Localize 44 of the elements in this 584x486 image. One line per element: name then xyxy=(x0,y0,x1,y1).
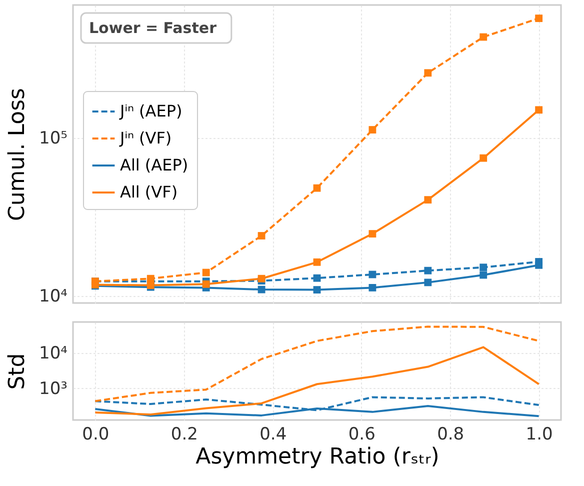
y-tick-label: 10³ xyxy=(39,378,68,399)
x-axis-title: Asymmetry Ratio (rₛₜᵣ) xyxy=(196,444,440,470)
point xyxy=(313,274,321,282)
point xyxy=(480,33,488,41)
point xyxy=(202,280,210,288)
line-series xyxy=(94,346,540,416)
point xyxy=(480,264,488,272)
point xyxy=(424,278,432,286)
point xyxy=(480,271,488,279)
x-tick-label: 0.6 xyxy=(348,424,376,444)
y-tick-label: 10⁵ xyxy=(39,128,68,149)
point xyxy=(313,286,321,294)
point xyxy=(313,258,321,266)
x-tick-label: 0.0 xyxy=(82,424,110,444)
point xyxy=(368,270,376,278)
y-tick-label: 10⁴ xyxy=(39,344,68,364)
legend-label: All (AEP) xyxy=(120,156,188,174)
point xyxy=(424,69,432,77)
point xyxy=(535,261,543,269)
x-tick-label: 0.4 xyxy=(260,424,287,444)
point xyxy=(258,232,266,240)
point xyxy=(424,196,432,204)
point xyxy=(368,284,376,292)
y-tick-label: 10⁴ xyxy=(39,286,68,307)
x-tick-label: 0.8 xyxy=(437,424,464,444)
point xyxy=(535,14,543,22)
y-axis-title: Std xyxy=(5,353,30,390)
annotation: Lower = Faster xyxy=(89,19,218,37)
line-series xyxy=(94,326,540,402)
point xyxy=(202,268,210,276)
point xyxy=(368,126,376,134)
x-tick-label: 1.0 xyxy=(526,424,553,444)
legend-label: All (VF) xyxy=(120,182,178,202)
point xyxy=(535,106,543,114)
point xyxy=(258,274,266,282)
point xyxy=(368,230,376,238)
point xyxy=(480,154,488,162)
x-tick-label: 0.2 xyxy=(170,424,198,444)
point xyxy=(424,266,432,274)
y-axis-title: Cumul. Loss xyxy=(5,88,30,222)
legend-label: Jⁱⁿ (AEP) xyxy=(119,102,182,120)
point xyxy=(258,286,266,294)
point xyxy=(313,184,321,192)
legend-label: Jⁱⁿ (VF) xyxy=(119,128,172,148)
